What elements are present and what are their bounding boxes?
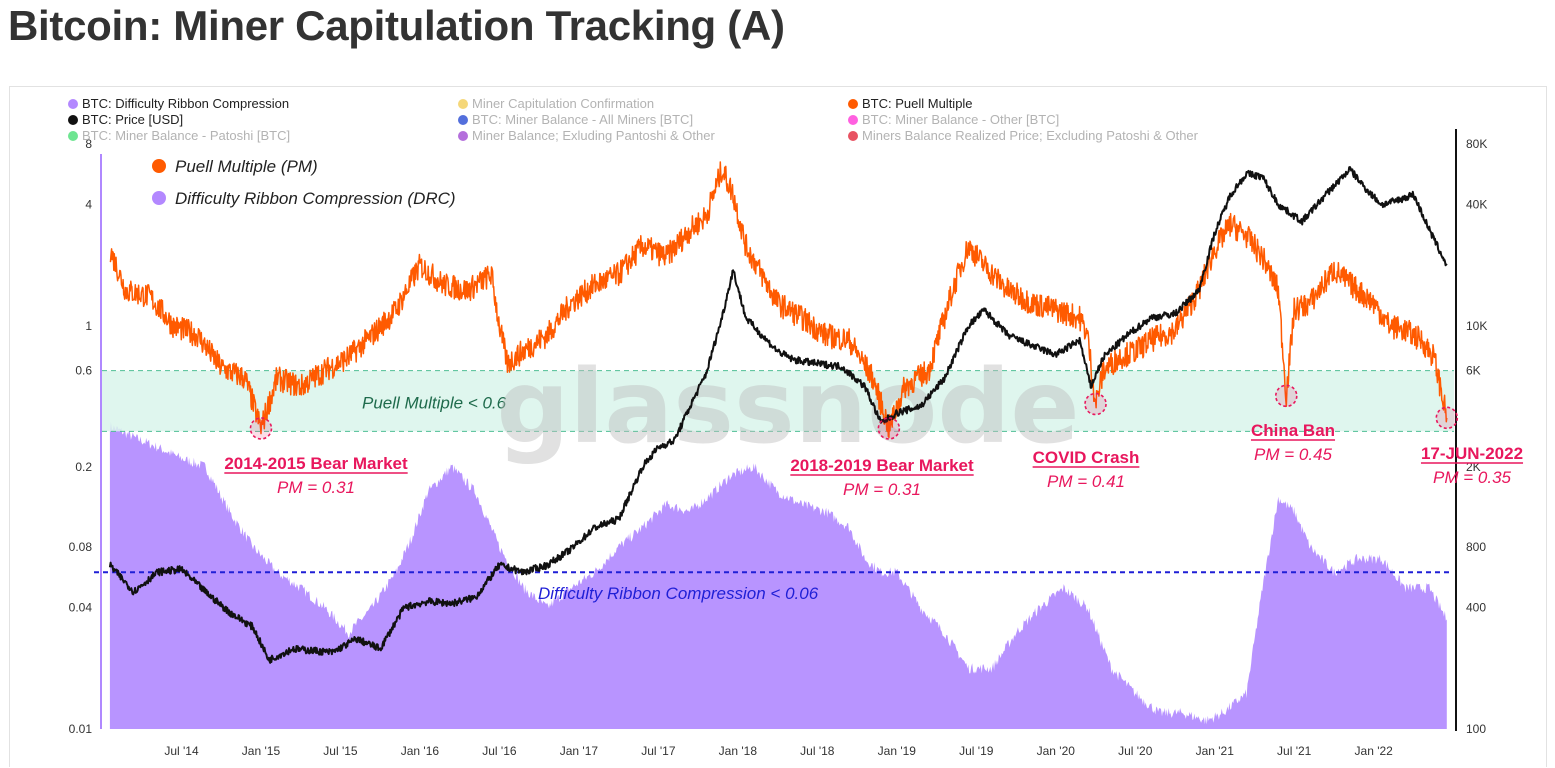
threshold-layer: Puell Multiple < 0.6 Difficulty Ribbon Co… [94, 370, 1454, 603]
drc-threshold-label: Difficulty Ribbon Compression < 0.06 [538, 584, 819, 603]
annotation-marker [249, 417, 273, 440]
x-tick-label: Jul '18 [800, 744, 835, 758]
legend-swatch-icon [68, 131, 78, 141]
annotation-pm-value: PM = 0.41 [1047, 472, 1125, 491]
legend-swatch-icon [848, 131, 858, 141]
x-tick-label: Jan '18 [719, 744, 758, 758]
x-tick-label: Jul '21 [1277, 744, 1312, 758]
y-left-tick-label: 1 [85, 319, 92, 333]
annotation-title: 2018-2019 Bear Market [790, 456, 974, 475]
x-tick-label: Jul '14 [164, 744, 199, 758]
y-left-tick-label: 0.04 [69, 601, 93, 615]
legend-label: Miner Balance; Exluding Pantoshi & Other [472, 128, 715, 143]
x-tick-label: Jan '19 [878, 744, 917, 758]
inner-legend-swatch-icon [152, 191, 166, 205]
x-tick-label: Jul '17 [641, 744, 676, 758]
x-tick-label: Jan '15 [242, 744, 281, 758]
pm-threshold-band [102, 370, 1454, 432]
legend-item[interactable]: BTC: Miner Balance - Patoshi [BTC] [68, 128, 290, 143]
legend: BTC: Difficulty Ribbon Compression Miner … [68, 96, 1199, 143]
legend-item[interactable]: BTC: Miner Balance - All Miners [BTC] [458, 112, 693, 127]
y-right-tick-label: 80K [1466, 137, 1487, 151]
inner-legend-item: Puell Multiple (PM) [152, 157, 318, 176]
legend-swatch-icon [458, 115, 468, 125]
legend-label: BTC: Price [USD] [82, 112, 183, 127]
pm-line-layer [109, 161, 1448, 439]
annotation-marker [1274, 384, 1298, 408]
y-right-tick-label: 100 [1466, 722, 1486, 736]
annotation-title: China Ban [1251, 421, 1335, 440]
x-tick-label: Jan '21 [1196, 744, 1235, 758]
legend-swatch-icon [848, 115, 858, 125]
x-tick-label: Jan '17 [560, 744, 599, 758]
y-left-tick-label: 8 [85, 137, 92, 151]
annotation-marker [877, 417, 901, 440]
annotation-title: 2014-2015 Bear Market [224, 454, 408, 473]
x-tick-label: Jul '19 [959, 744, 994, 758]
inner-legend-label: Puell Multiple (PM) [175, 157, 318, 176]
price-line-layer [108, 166, 1448, 664]
axes-layer: 8410.60.20.080.040.0180K40K10K6K2K800400… [69, 129, 1487, 758]
legend-label: BTC: Miner Balance - Patoshi [BTC] [82, 128, 290, 143]
y-left-tick-label: 0.6 [75, 364, 92, 378]
drc-area [109, 421, 1447, 729]
legend-swatch-icon [848, 99, 858, 109]
y-right-tick-label: 800 [1466, 540, 1486, 554]
x-tick-label: Jul '15 [323, 744, 358, 758]
annotation-pm-value: PM = 0.31 [277, 478, 355, 497]
legend-label: BTC: Puell Multiple [862, 96, 973, 111]
legend-label: Miners Balance Realized Price; Excluding… [862, 128, 1199, 143]
legend-swatch-icon [458, 131, 468, 141]
annotation-layer: 2014-2015 Bear Market PM = 0.31 2018-2019 … [224, 384, 1524, 499]
y-left-tick-label: 0.2 [75, 460, 92, 474]
y-left-tick-label: 0.08 [69, 540, 93, 554]
pm-threshold-label: Puell Multiple < 0.6 [362, 394, 507, 413]
y-left-tick-label: 4 [85, 198, 92, 212]
x-tick-label: Jan '20 [1037, 744, 1076, 758]
annotation-marker [1084, 392, 1107, 416]
annotation-title: 17-JUN-2022 [1421, 444, 1523, 463]
price-line [108, 166, 1448, 664]
annotation-pm-value: PM = 0.31 [843, 480, 921, 499]
legend-item[interactable]: Miner Balance; Exluding Pantoshi & Other [458, 128, 715, 143]
chart-card: Puell Multiple < 0.6 Difficulty Ribbon Co… [9, 86, 1547, 767]
y-right-tick-label: 6K [1466, 364, 1481, 378]
x-tick-label: Jan '22 [1355, 744, 1394, 758]
y-right-tick-label: 10K [1466, 319, 1487, 333]
legend-item[interactable]: Miners Balance Realized Price; Excluding… [848, 128, 1199, 143]
y-right-tick-label: 40K [1466, 198, 1487, 212]
annotation-pm-value: PM = 0.35 [1433, 468, 1512, 487]
y-left-tick-label: 0.01 [69, 722, 93, 736]
y-right-tick-label: 400 [1466, 601, 1486, 615]
legend-item[interactable]: BTC: Price [USD] [68, 112, 183, 127]
x-tick-label: Jul '16 [482, 744, 517, 758]
legend-swatch-icon [68, 99, 78, 109]
legend-label: BTC: Miner Balance - Other [BTC] [862, 112, 1059, 127]
legend-label: BTC: Difficulty Ribbon Compression [82, 96, 289, 111]
page-title: Bitcoin: Miner Capitulation Tracking (A) [8, 2, 785, 49]
chart-svg: Puell Multiple < 0.6 Difficulty Ribbon Co… [68, 96, 1524, 758]
annotation-marker [1435, 406, 1459, 430]
x-tick-label: Jan '16 [401, 744, 440, 758]
drc-area-layer [100, 154, 1447, 729]
watermark: glassnode [496, 348, 1079, 467]
legend-label: Miner Capitulation Confirmation [472, 96, 654, 111]
legend-swatch-icon [68, 115, 78, 125]
legend-item[interactable]: BTC: Miner Balance - Other [BTC] [848, 112, 1059, 127]
pm-line [109, 161, 1448, 439]
annotation-pm-value: PM = 0.45 [1254, 445, 1333, 464]
legend-label: BTC: Miner Balance - All Miners [BTC] [472, 112, 693, 127]
legend-item[interactable]: BTC: Difficulty Ribbon Compression [68, 96, 289, 111]
inner-legend-label: Difficulty Ribbon Compression (DRC) [175, 189, 456, 208]
legend-swatch-icon [458, 99, 468, 109]
legend-item[interactable]: Miner Capitulation Confirmation [458, 96, 654, 111]
annotation-title: COVID Crash [1033, 448, 1140, 467]
inner-legend-swatch-icon [152, 159, 166, 173]
inner-legend: Puell Multiple (PM) Difficulty Ribbon Com… [152, 157, 456, 208]
inner-legend-item: Difficulty Ribbon Compression (DRC) [152, 189, 456, 208]
drc-edge-bar [100, 154, 102, 729]
x-tick-label: Jul '20 [1118, 744, 1153, 758]
legend-item[interactable]: BTC: Puell Multiple [848, 96, 973, 111]
